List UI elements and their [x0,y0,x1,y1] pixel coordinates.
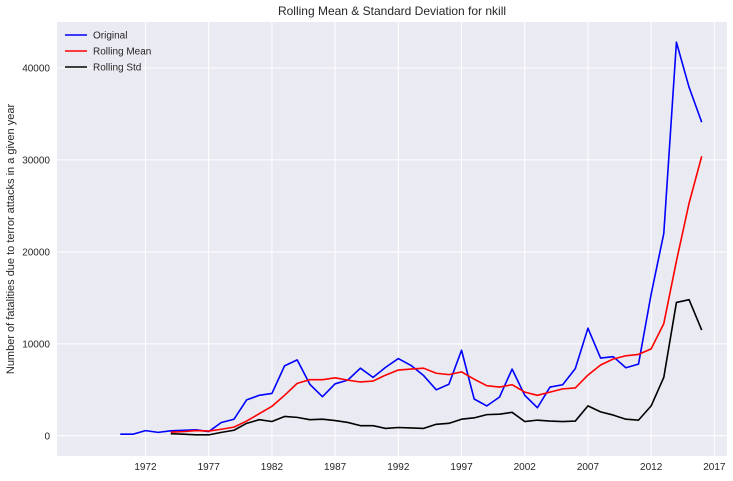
x-tick-label: 2007 [577,462,600,473]
series-line-rolling-mean [170,156,703,433]
y-tick-label: 30000 [22,155,50,166]
legend-label-rolling-mean: Rolling Mean [93,47,151,58]
y-tick-label: 10000 [22,339,50,350]
series-lines [120,41,703,436]
y-axis-label: Number of fatalities due to terror attac… [5,104,17,375]
legend-label-original: Original [93,31,127,42]
y-tick-label: 0 [44,431,50,442]
x-tick-label: 1992 [387,462,410,473]
x-tick-label: 2012 [640,462,663,473]
grid-lines [57,22,727,456]
axis-ticks: 1972 1977 1982 1987 1992 1997 2002 2007 2012 2017… [22,63,726,473]
x-tick-label: 1982 [261,462,284,473]
x-tick-label: 1977 [198,462,221,473]
plot-area [57,22,727,456]
x-tick-label: 1997 [450,462,473,473]
chart-title: Rolling Mean & Standard Deviation for nk… [278,4,506,18]
x-tick-label: 2017 [703,462,726,473]
x-tick-label: 1972 [134,462,157,473]
legend: Original Rolling Mean Rolling Std [65,31,151,74]
y-tick-label: 20000 [22,247,50,258]
series-line-rolling-std [170,298,703,436]
x-tick-label: 2002 [514,462,537,473]
x-tick-label: 1987 [324,462,347,473]
legend-label-rolling-std: Rolling Std [93,63,141,74]
y-tick-label: 40000 [22,63,50,74]
series-line-original [120,41,703,436]
